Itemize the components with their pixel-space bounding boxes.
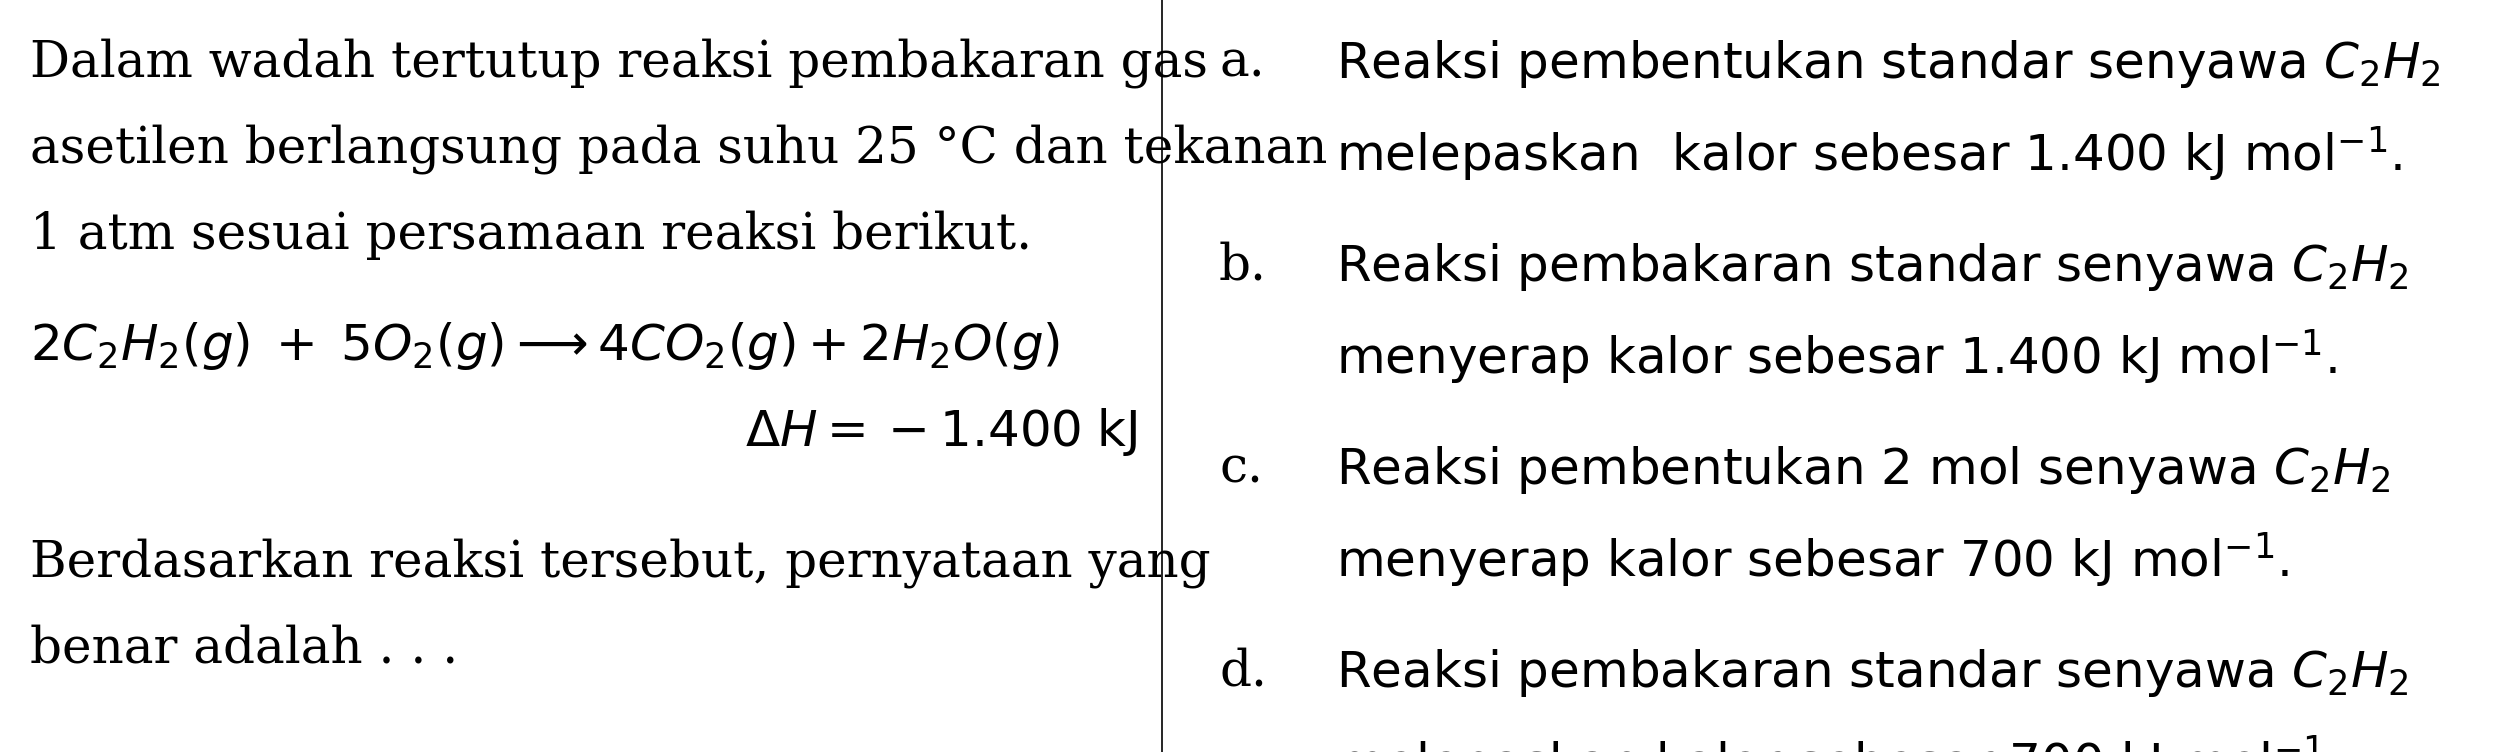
Text: benar adalah . . .: benar adalah . . .	[30, 624, 457, 674]
Text: menyerap kalor sebesar 1.400 kJ mol$^{-1}$.: menyerap kalor sebesar 1.400 kJ mol$^{-1…	[1336, 327, 2338, 387]
Text: c.: c.	[1219, 444, 1264, 493]
Text: Reaksi pembentukan 2 mol senyawa $C_2H_2$: Reaksi pembentukan 2 mol senyawa $C_2H_2…	[1336, 444, 2391, 496]
Text: Reaksi pembakaran standar senyawa $C_2H_2$: Reaksi pembakaran standar senyawa $C_2H_…	[1336, 647, 2408, 699]
Text: menyerap kalor sebesar 700 kJ mol$^{-1}$.: menyerap kalor sebesar 700 kJ mol$^{-1}$…	[1336, 530, 2291, 590]
Text: Reaksi pembakaran standar senyawa $C_2H_2$: Reaksi pembakaran standar senyawa $C_2H_…	[1336, 241, 2408, 293]
Text: Reaksi pembentukan standar senyawa $C_2H_2$: Reaksi pembentukan standar senyawa $C_2H…	[1336, 38, 2441, 89]
Text: melepaskan kalor sebesar 700 kJ mol$^{-1}$.: melepaskan kalor sebesar 700 kJ mol$^{-1…	[1336, 733, 2338, 752]
Text: melepaskan  kalor sebesar 1.400 kJ mol$^{-1}$.: melepaskan kalor sebesar 1.400 kJ mol$^{…	[1336, 124, 2403, 183]
Text: $2C_2H_2(g) \;+\; 5O_2(g) \longrightarrow 4CO_2(g) + 2H_2O(g)$: $2C_2H_2(g) \;+\; 5O_2(g) \longrightarro…	[30, 320, 1059, 371]
Text: Dalam wadah tertutup reaksi pembakaran gas: Dalam wadah tertutup reaksi pembakaran g…	[30, 38, 1209, 87]
Text: Berdasarkan reaksi tersebut, pernyataan yang: Berdasarkan reaksi tersebut, pernyataan …	[30, 538, 1212, 587]
Text: asetilen berlangsung pada suhu 25 °C dan tekanan: asetilen berlangsung pada suhu 25 °C dan…	[30, 124, 1326, 174]
Text: $\Delta H = -1.400 \; \mathrm{kJ}$: $\Delta H = -1.400 \; \mathrm{kJ}$	[744, 406, 1137, 458]
Text: a.: a.	[1219, 38, 1264, 87]
Text: 1 atm sesuai persamaan reaksi berikut.: 1 atm sesuai persamaan reaksi berikut.	[30, 211, 1032, 260]
Text: b.: b.	[1219, 241, 1266, 290]
Text: d.: d.	[1219, 647, 1266, 696]
